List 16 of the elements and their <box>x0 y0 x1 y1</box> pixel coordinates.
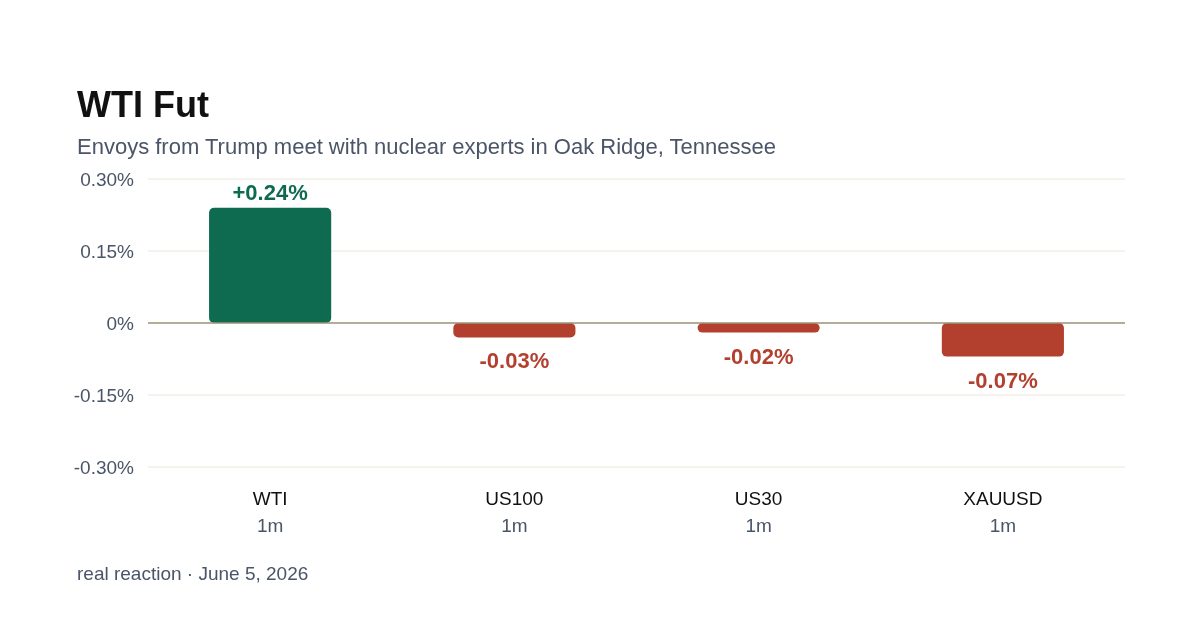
data-label: -0.03% <box>479 348 550 374</box>
y-tick-label: 0.30% <box>80 168 135 190</box>
x-tick-label: WTI 1m <box>252 488 288 536</box>
data-label: +0.24% <box>232 179 308 205</box>
y-tick-label: 0% <box>106 312 135 334</box>
y-tick-label: -0.15% <box>73 384 135 406</box>
x-tick-label: XAUUSD 1m <box>963 488 1043 536</box>
y-tick-label: 0.15% <box>80 240 135 262</box>
x-tick-label: US30 1m <box>734 488 783 536</box>
data-label: -0.07% <box>968 367 1038 393</box>
chart-title: WTI Fut <box>77 84 209 125</box>
data-label: -0.02% <box>723 343 794 369</box>
text: real reaction · June 5, 2026 <box>77 563 309 584</box>
chart-subtitle: Envoys from Trump meet with nuclear experts in Oak Ridge, Tennessee <box>77 134 777 159</box>
y-tick-label: -0.30% <box>73 456 135 478</box>
x-tick-label: US100 1m <box>485 488 544 536</box>
